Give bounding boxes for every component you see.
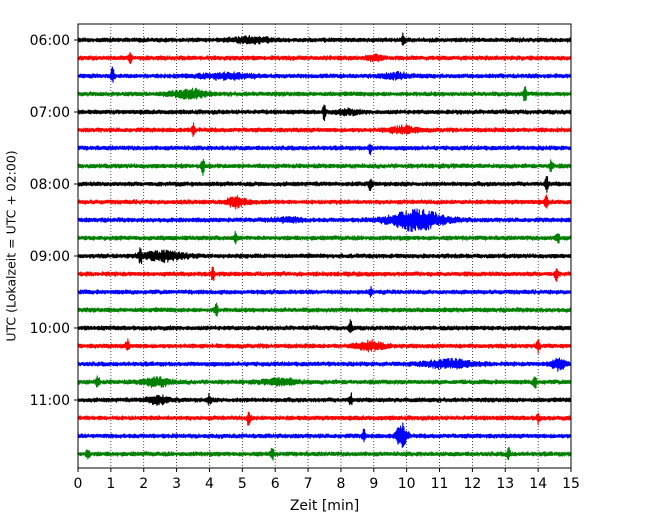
x-tick-label: 7 [304,476,313,492]
trace-row-1130 [77,422,572,449]
y-axis-ticks: 06:00 07:00 08:00 09:00 10:00 11:00 [30,33,78,409]
trace-row-0715 [77,122,572,138]
y-tick-label: 10:00 [30,321,70,337]
x-tick-label: 9 [369,476,378,492]
y-axis-label: UTC (Lokalzeit = UTC + 02:00) [4,150,19,341]
trace-row-0730 [77,143,572,156]
x-tick-label: 5 [238,476,247,492]
trace-row-1000 [77,319,572,334]
trace-row-0845 [77,230,572,245]
trace-row-0615 [77,51,572,65]
trace-row-1145 [77,446,572,461]
x-gridlines [110,24,539,468]
y-tick-label: 11:00 [30,393,70,409]
trace-row-1030 [77,357,572,372]
trace-row-0630 [77,66,572,83]
x-tick-label: 8 [336,476,345,492]
trace-row-0815 [77,194,572,210]
trace-row-0700 [77,104,572,122]
trace-row-0745 [77,158,572,176]
x-tick-label: 0 [74,476,83,492]
trace-row-1100 [77,392,572,406]
y-tick-label: 08:00 [30,177,70,193]
y-tick-label: 06:00 [30,33,70,49]
y-tick-label: 07:00 [30,105,70,121]
x-tick-label: 15 [562,476,580,492]
trace-row-0900 [77,247,572,265]
x-tick-label: 12 [463,476,481,492]
trace-row-0645 [77,86,572,102]
x-tick-label: 10 [398,476,416,492]
x-tick-label: 11 [431,476,449,492]
trace-row-0915 [77,266,572,283]
x-tick-label: 13 [496,476,514,492]
x-tick-label: 14 [529,476,547,492]
y-tick-label: 09:00 [30,249,70,265]
plot-frame [77,23,572,469]
trace-rows [77,32,572,461]
x-axis-ticks: 0 1 2 3 4 5 6 7 8 9 10 11 12 13 14 15 [74,468,580,492]
x-tick-label: 6 [271,476,280,492]
x-tick-label: 1 [106,476,115,492]
trace-row-0600 [77,32,572,46]
trace-row-0830 [77,208,572,232]
trace-row-1115 [77,411,572,426]
x-axis-label: Zeit [min] [290,498,359,514]
x-tick-label: 2 [139,476,148,492]
trace-row-1045 [77,375,572,389]
trace-row-0800 [77,176,572,193]
x-tick-label: 3 [172,476,181,492]
trace-row-1015 [77,338,572,354]
trace-row-0945 [77,302,572,317]
x-tick-label: 4 [205,476,214,492]
trace-row-0930 [77,285,572,298]
